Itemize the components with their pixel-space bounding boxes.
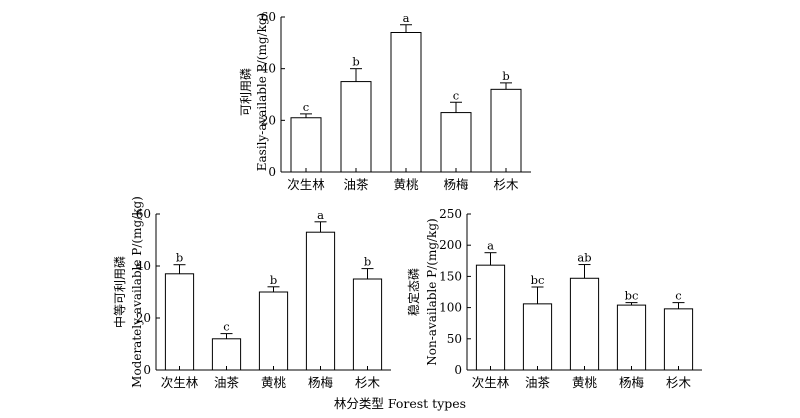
y-axis-title-en: Moderately-available P/(mg/kg) [130,196,144,388]
y-tick-label: 40 [261,62,276,76]
y-axis-title-cn: 中等可利用磷 [112,256,127,328]
category-label: 次生林 [287,177,325,192]
y-tick-label: 40 [136,259,151,273]
bar [390,32,422,173]
y-tick-label: 60 [136,207,151,221]
significance-label: a [317,208,324,222]
bar [352,278,383,371]
chart-easily-available-p: 0 20 40 60 c 次生林 b 油茶 a 黄桃 c 杨梅 b 杉木 Easily-available … [238,10,531,192]
significance-label: b [364,255,371,269]
category-label: 油茶 [343,177,369,192]
category-label: 黄桃 [393,177,419,192]
bar [475,264,506,371]
bar [522,303,553,371]
y-tick-label: 100 [439,301,462,315]
category-label: 次生林 [161,375,199,390]
bar [164,273,195,371]
significance-label: c [223,320,229,334]
y-axis-title-cn: 稳定态磷 [406,268,421,316]
bar [490,88,522,173]
y-tick-label: 60 [261,10,276,24]
significance-label: c [675,289,681,303]
y-tick-label: 50 [447,332,462,346]
chart-non-available-p: 0 50 100 150 200 250 a 次生林 bc 油茶 ab 黄桃 bc 杨梅 c 杉木 Non-av… [406,207,702,390]
significance-label: b [352,55,359,69]
significance-label: bc [531,273,545,287]
category-label: 油茶 [525,375,551,390]
bar [663,308,694,371]
category-label: 油茶 [214,375,240,390]
category-label: 杨梅 [443,177,468,192]
y-axis-title-en: Easily-available P/(mg/kg) [255,13,269,171]
y-tick-label: 20 [261,113,276,127]
significance-label: b [502,69,509,83]
bar [440,112,472,173]
significance-label: a [403,11,410,25]
category-label: 杉木 [493,177,519,192]
category-label: 杨梅 [308,375,333,390]
bar [569,277,600,371]
y-tick-label: 150 [439,269,462,283]
bar [305,231,336,371]
significance-label: a [487,239,494,253]
category-label: 杉木 [666,375,692,390]
y-tick-label: 250 [439,207,462,221]
bar [211,338,242,371]
category-label: 杉木 [355,375,381,390]
bar [616,304,647,371]
y-axis-title-en: Non-available P/(mg/kg) [425,218,439,365]
category-label: 杨梅 [619,375,644,390]
y-tick-label: 0 [454,363,462,377]
chart-moderately-available-p: 0 20 40 60 b 次生林 c 油茶 b 黄桃 a 杨梅 b 杉木 Moderately-availa… [112,196,391,390]
significance-label: b [270,273,277,287]
significance-label: c [453,88,459,102]
bar [258,291,289,371]
significance-label: b [176,251,183,265]
category-label: 黄桃 [261,375,287,390]
y-tick-label: 0 [268,165,276,179]
significance-label: c [303,100,309,114]
y-tick-label: 0 [143,363,151,377]
y-tick-label: 200 [439,238,462,252]
bar [340,81,372,173]
category-label: 黄桃 [572,375,598,390]
category-label: 次生林 [472,375,510,390]
significance-label: bc [625,289,639,303]
y-tick-label: 20 [136,311,151,325]
y-axis-title-cn: 可利用磷 [238,68,253,116]
bar [290,117,322,173]
significance-label: ab [577,251,591,265]
x-axis-title: 林分类型 Forest types [334,396,466,411]
